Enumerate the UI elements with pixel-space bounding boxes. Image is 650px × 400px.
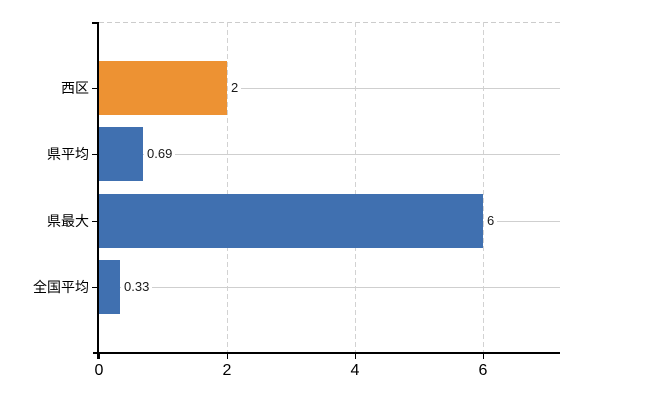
row-gridline (99, 287, 560, 288)
bar-value-label: 6 (484, 212, 498, 230)
y-axis-line (97, 22, 99, 359)
top-gridline (99, 22, 560, 23)
x-tick-label: 2 (222, 362, 232, 379)
vertical-gridline (227, 22, 228, 353)
bar (99, 127, 143, 181)
category-label: 県平均 (47, 146, 89, 162)
vertical-gridline (355, 22, 356, 353)
x-tick-label: 4 (350, 362, 360, 379)
bar-value-label: 0.69 (144, 145, 176, 163)
y-tick (92, 221, 99, 222)
y-axis-end-tick (92, 22, 99, 24)
category-label: 全国平均 (33, 279, 89, 295)
vertical-gridline (483, 22, 484, 353)
x-axis-line (93, 352, 560, 354)
bar (99, 194, 483, 248)
x-tick (227, 354, 228, 359)
x-tick-label: 0 (94, 362, 104, 379)
bar-value-label: 2 (228, 79, 242, 97)
x-tick (99, 354, 100, 359)
y-tick (92, 287, 99, 288)
y-tick (92, 88, 99, 89)
category-label: 県最大 (47, 213, 89, 229)
y-tick (92, 154, 99, 155)
row-gridline (99, 88, 560, 89)
bar (99, 260, 120, 314)
x-tick (355, 354, 356, 359)
x-tick (483, 354, 484, 359)
x-tick-label: 6 (478, 362, 488, 379)
category-label: 西区 (61, 80, 89, 96)
bar-value-label: 0.33 (121, 278, 153, 296)
row-gridline (99, 154, 560, 155)
bar (99, 61, 227, 115)
